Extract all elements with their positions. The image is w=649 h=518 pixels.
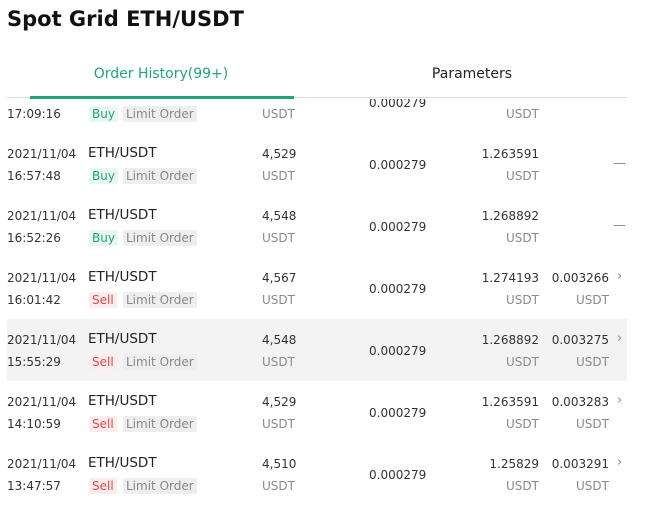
fill-unit: USDT	[506, 231, 539, 245]
order-row[interactable]: 2021/11/04 15:55:29 ETH/USDT Sell Limit Orde…	[7, 319, 627, 381]
price: 0.000279	[369, 220, 427, 234]
order-time: 17:09:16	[7, 107, 61, 121]
order-type-tag: Limit Order	[123, 416, 197, 432]
chevron[interactable]: ›	[617, 269, 623, 284]
trading-pair: ETH/USDT	[88, 455, 157, 471]
trading-pair: ETH/USDT	[88, 331, 157, 347]
order-row[interactable]: 2021/11/04 16:52:26 ETH/USDT Buy Limit Order…	[7, 195, 627, 257]
order-row[interactable]: 2021/11/04 16:01:42 ETH/USDT Sell Limit Orde…	[7, 257, 627, 319]
fill-value: 1.263591	[481, 147, 539, 161]
order-time: 13:47:57	[7, 479, 61, 493]
order-type-tag: Limit Order	[123, 478, 197, 494]
order-date: 2021/11/04	[7, 395, 77, 409]
side-tag: Sell	[89, 354, 117, 370]
tab-underline	[30, 96, 294, 99]
price: 0.000279	[369, 344, 427, 358]
order-row[interactable]: 2021/11/04 13:47:57 ETH/USDT Sell Limit Orde…	[7, 443, 627, 505]
amount-unit: USDT	[262, 479, 295, 493]
fill-value: 1.268892	[481, 209, 539, 223]
profit-unit: USDT	[576, 355, 609, 369]
status-dash: —	[613, 218, 626, 233]
price: 0.000279	[369, 158, 427, 172]
side-tag: Buy	[89, 230, 118, 246]
order-row[interactable]: 17:09:16 Buy Limit Order USDT 0.000279 USDT	[7, 99, 627, 133]
profit-unit: USDT	[576, 293, 609, 307]
order-list: 17:09:16 Buy Limit Order USDT 0.000279 USDT 20…	[0, 99, 649, 518]
tab[interactable]: Parameters	[431, 66, 513, 82]
status-dash: —	[613, 156, 626, 171]
order-time: 14:10:59	[7, 417, 61, 431]
fill-unit: USDT	[506, 479, 539, 493]
fill-unit: USDT	[506, 169, 539, 183]
profit: 0.003283	[551, 395, 609, 409]
side-tag: Sell	[89, 478, 117, 494]
order-time: 15:55:29	[7, 355, 61, 369]
order-date: 2021/11/04	[7, 271, 77, 285]
amount-unit: USDT	[262, 417, 295, 431]
chevron[interactable]: ›	[617, 331, 623, 346]
amount: 4,529	[262, 395, 297, 409]
amount-unit: USDT	[262, 231, 295, 245]
order-time: 16:52:26	[7, 231, 61, 245]
trading-pair: ETH/USDT	[88, 269, 157, 285]
amount: 4,510	[262, 457, 297, 471]
tab[interactable]: Order History(99+)	[93, 66, 229, 82]
order-date: 2021/11/04	[7, 457, 77, 471]
amount-unit: USDT	[262, 293, 295, 307]
amount: 4,567	[262, 271, 297, 285]
fill-unit: USDT	[506, 355, 539, 369]
divider	[7, 97, 627, 98]
amount-unit: USDT	[262, 107, 295, 121]
fill-unit: USDT	[506, 417, 539, 431]
order-type-tag: Limit Order	[123, 106, 197, 122]
amount: 4,529	[262, 147, 297, 161]
order-date: 2021/11/04	[7, 147, 77, 161]
price: 0.000279	[369, 406, 427, 420]
order-type-tag: Limit Order	[123, 230, 197, 246]
order-type-tag: Limit Order	[123, 292, 197, 308]
profit-unit: USDT	[576, 417, 609, 431]
page-title: Spot Grid ETH/USDT	[7, 7, 244, 31]
order-row[interactable]: 2021/11/04 14:10:59 ETH/USDT Sell Limit Orde…	[7, 381, 627, 443]
order-date: 2021/11/04	[7, 333, 77, 347]
fill-value: 1.263591	[481, 395, 539, 409]
side-tag: Sell	[89, 416, 117, 432]
order-date: 2021/11/04	[7, 209, 77, 223]
price: 0.000279	[369, 99, 427, 110]
side-tag: Buy	[89, 168, 118, 184]
fill-unit: USDT	[506, 107, 539, 121]
profit: 0.003275	[551, 333, 609, 347]
fill-value: 1.274193	[481, 271, 539, 285]
chevron[interactable]: ›	[617, 455, 623, 470]
order-time: 16:01:42	[7, 293, 61, 307]
profit: 0.003291	[551, 457, 609, 471]
profit: 0.003266	[551, 271, 609, 285]
trading-pair: ETH/USDT	[88, 393, 157, 409]
fill-unit: USDT	[506, 293, 539, 307]
fill-value: 1.25829	[489, 457, 539, 471]
order-row[interactable]: 2021/11/04 16:57:48 ETH/USDT Buy Limit Order…	[7, 133, 627, 195]
chevron[interactable]: ›	[617, 393, 623, 408]
fill-value: 1.268892	[481, 333, 539, 347]
order-type-tag: Limit Order	[123, 168, 197, 184]
amount-unit: USDT	[262, 355, 295, 369]
amount: 4,548	[262, 333, 297, 347]
order-time: 16:57:48	[7, 169, 61, 183]
amount: 4,548	[262, 209, 297, 223]
amount-unit: USDT	[262, 169, 295, 183]
trading-pair: ETH/USDT	[88, 207, 157, 223]
side-tag: Sell	[89, 292, 117, 308]
side-tag: Buy	[89, 106, 118, 122]
price: 0.000279	[369, 468, 427, 482]
order-type-tag: Limit Order	[123, 354, 197, 370]
price: 0.000279	[369, 282, 427, 296]
profit-unit: USDT	[576, 479, 609, 493]
trading-pair: ETH/USDT	[88, 145, 157, 161]
